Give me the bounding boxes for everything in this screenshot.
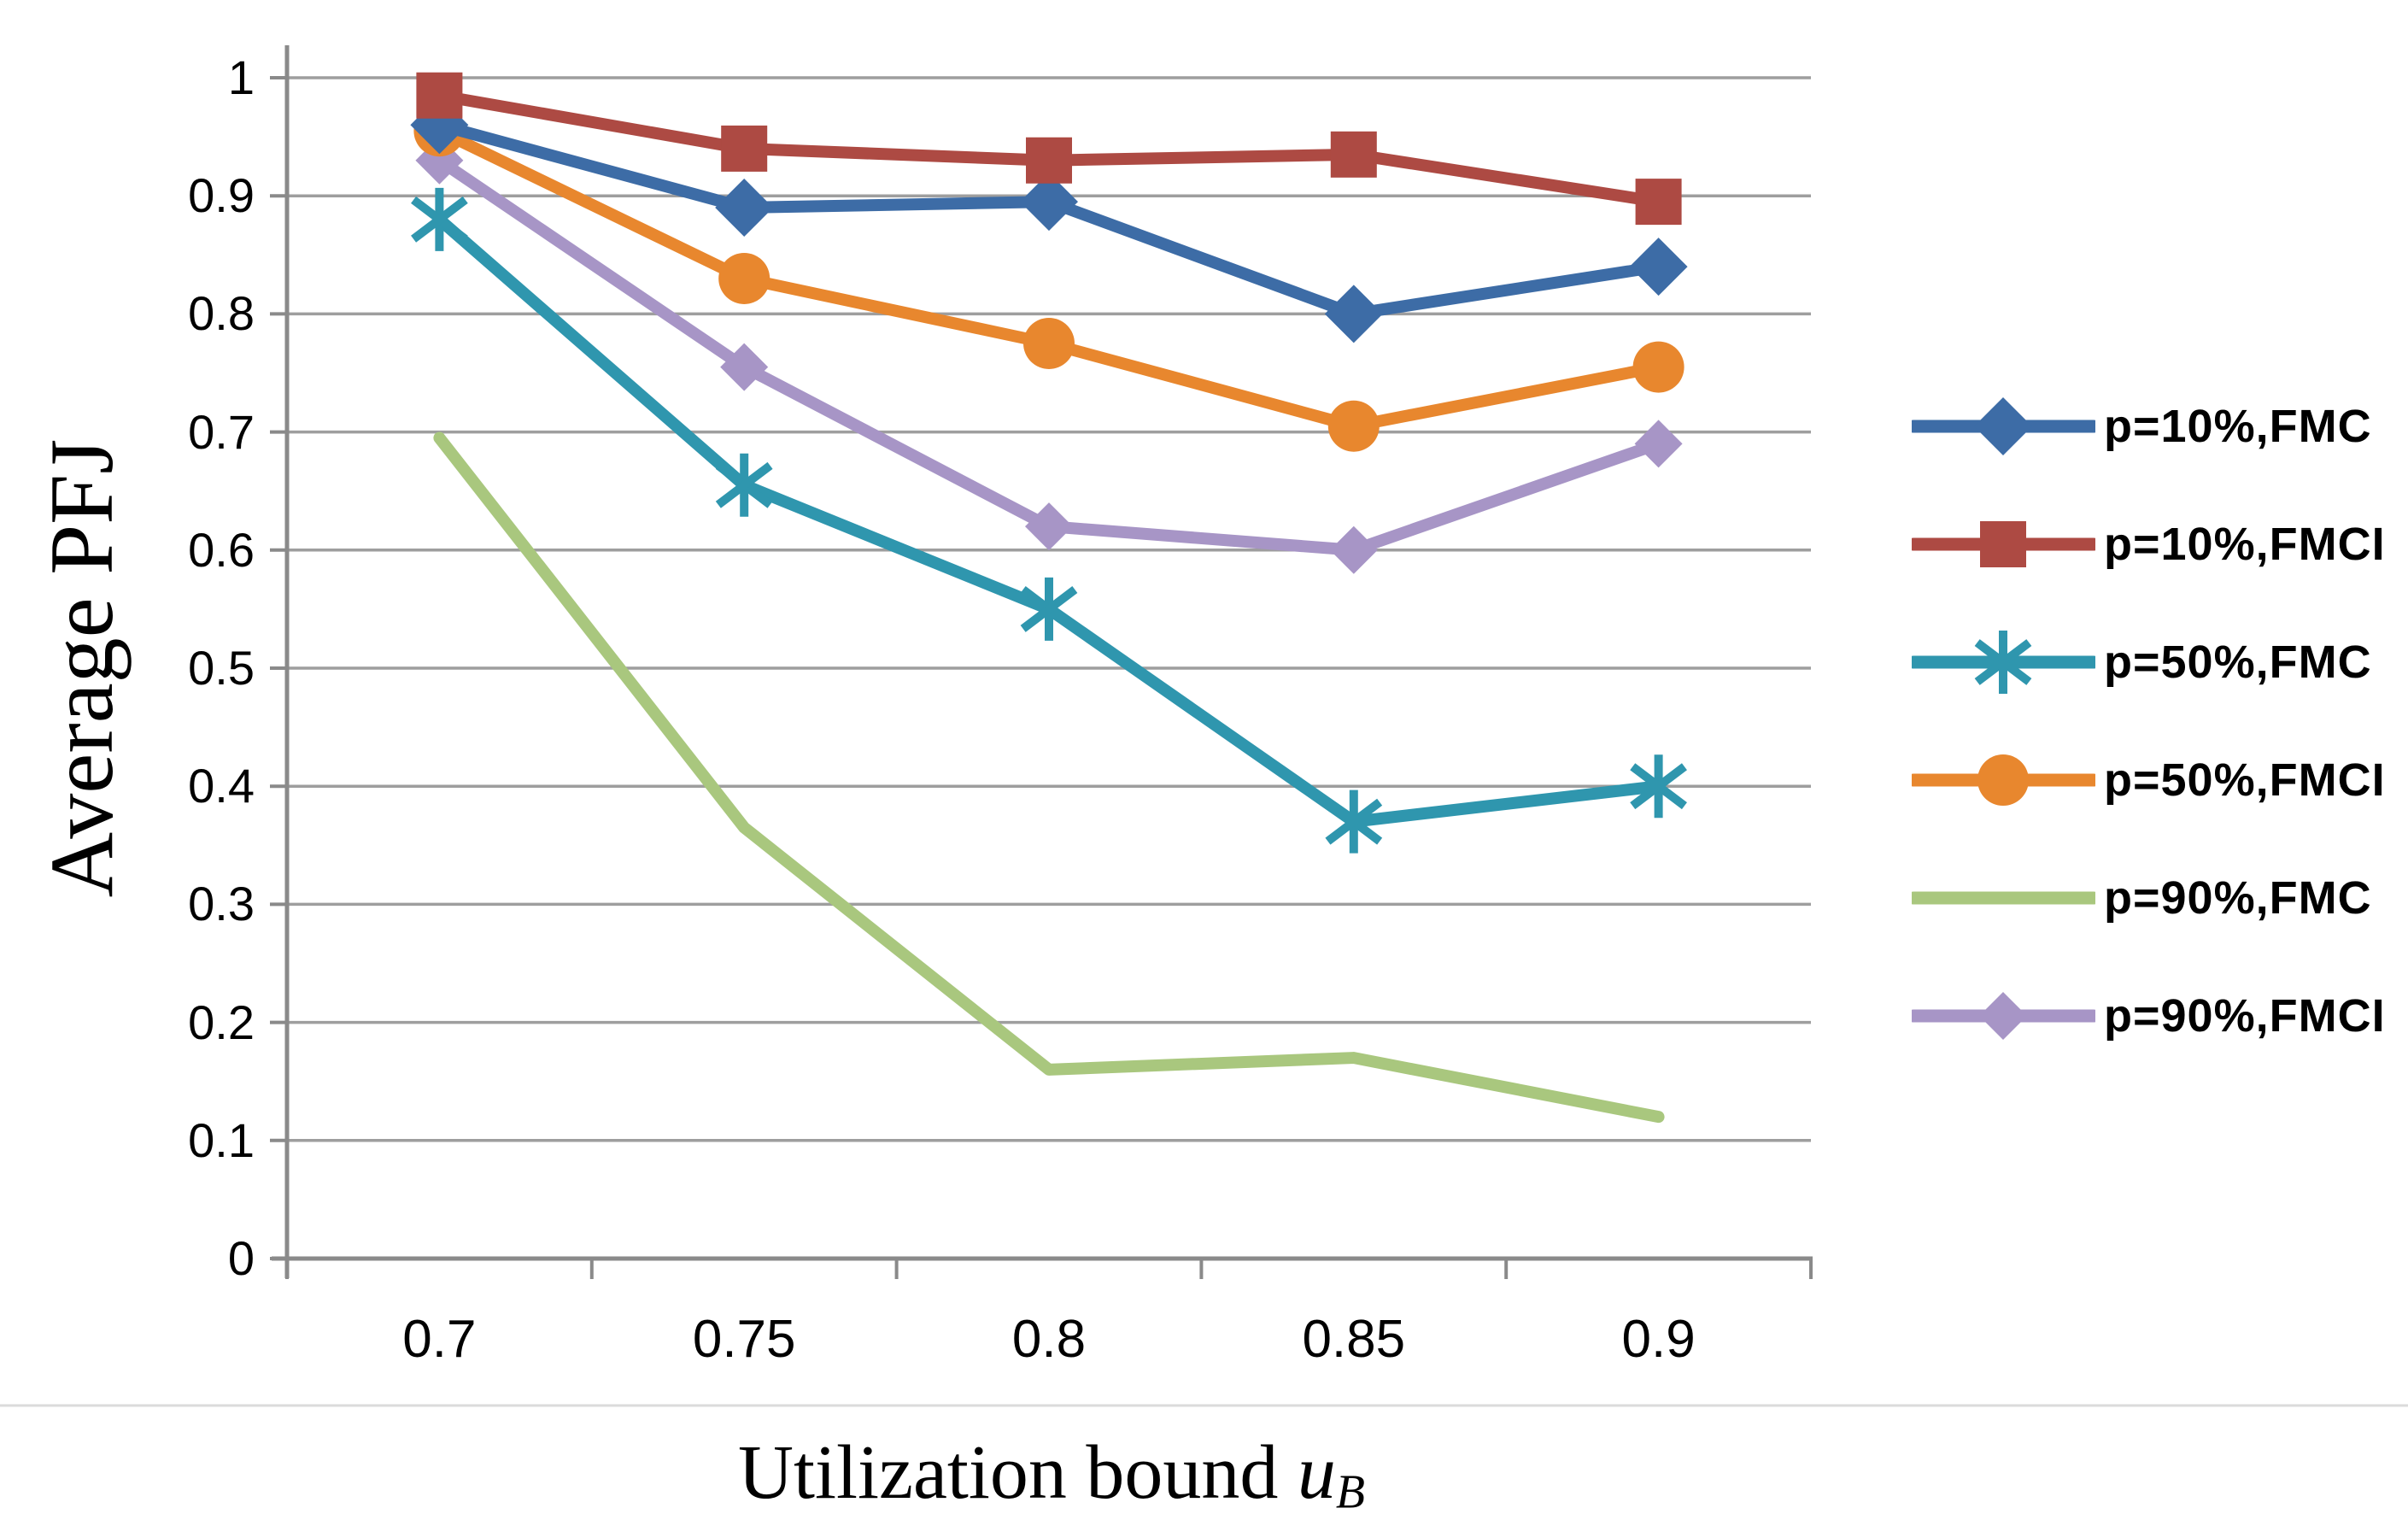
asterisk-marker (1325, 798, 1383, 845)
legend-item: p=10%,FMC (1912, 367, 2386, 485)
diamond-marker (715, 179, 774, 238)
legend-item-label: p=90%,FMCI (2104, 990, 2386, 1042)
diamond-marker (1979, 992, 2027, 1040)
legend-item: p=90%,FMC (1912, 839, 2386, 957)
legend-item: p=90%,FMCI (1912, 957, 2386, 1075)
asterisk-marker (1630, 763, 1687, 810)
series-2 (411, 187, 1687, 854)
x-tick-label: 0.85 (1302, 1310, 1406, 1369)
series-1 (416, 72, 1682, 226)
square-marker (1635, 179, 1682, 226)
y-tick-label: 0.4 (188, 759, 255, 813)
legend-item-label: p=10%,FMC (2104, 401, 2372, 452)
legend-swatch (1912, 521, 2095, 567)
legend-item: p=10%,FMCI (1912, 485, 2386, 603)
diamond-marker (1974, 397, 2032, 455)
diamond-marker (1020, 173, 1078, 232)
y-tick-label: 0.6 (188, 522, 255, 577)
x-axis-title-variable: u (1297, 1430, 1336, 1515)
diamond-marker (1025, 502, 1073, 551)
y-tick-label: 0.7 (188, 404, 255, 459)
square-marker (721, 125, 768, 172)
y-tick-label: 0.1 (188, 1112, 255, 1167)
diamond-marker (1634, 420, 1683, 468)
square-marker (1026, 137, 1072, 184)
diamond-marker (1329, 525, 1378, 574)
y-tick-label: 0.3 (188, 877, 255, 931)
circle-marker (1632, 341, 1684, 393)
legend-swatch (1912, 631, 2095, 694)
square-marker (1980, 521, 2026, 567)
y-axis-title: Average PFJ (30, 439, 134, 898)
legend-swatch (1912, 754, 2095, 806)
legend-item-label: p=50%,FMCI (2104, 754, 2386, 806)
legend-swatch (1912, 397, 2095, 455)
square-marker (416, 72, 463, 119)
x-axis-title-subscript: B (1335, 1465, 1365, 1519)
legend-swatch (1912, 891, 2095, 905)
circle-marker (1977, 754, 2029, 806)
x-tick-label: 0.8 (1011, 1310, 1087, 1369)
y-tick-label: 0 (227, 1231, 255, 1285)
series-3 (413, 105, 1684, 452)
legend-item: p=50%,FMC (1912, 603, 2386, 721)
x-axis-title-text: Utilization bound (737, 1430, 1298, 1515)
legend-item-label: p=10%,FMCI (2104, 519, 2386, 570)
series-4 (433, 431, 1665, 1124)
circle-marker (718, 252, 770, 304)
y-tick-label: 0.9 (188, 168, 255, 223)
y-tick-label: 0.2 (188, 995, 255, 1049)
y-axis-title-text: Average PFJ (32, 438, 132, 898)
x-tick-label: 0.75 (692, 1310, 796, 1369)
square-marker (1330, 131, 1377, 178)
series-0 (410, 96, 1688, 343)
asterisk-marker (1974, 639, 2032, 685)
y-tick-label: 0.5 (188, 641, 255, 695)
chart-legend: p=10%,FMC p=10%,FMCI p=50%,FMC p=50%,FMCI p=… (1912, 367, 2386, 1075)
series-5 (415, 136, 1683, 574)
legend-item-label: p=90%,FMC (2104, 872, 2372, 924)
circle-marker (1023, 317, 1075, 369)
diamond-marker (1629, 238, 1688, 296)
asterisk-marker (1020, 585, 1078, 632)
series-line (433, 431, 1665, 1124)
axes (270, 45, 1813, 1279)
x-axis-title: Utilization bound uB (539, 1429, 1564, 1520)
diamond-marker (1324, 285, 1383, 343)
circle-marker (1327, 400, 1380, 452)
legend-item-label: p=50%,FMC (2104, 637, 2372, 688)
asterisk-marker (411, 196, 468, 243)
legend-item: p=50%,FMCI (1912, 721, 2386, 839)
y-tick-label: 0.8 (188, 286, 255, 341)
asterisk-marker (715, 461, 773, 508)
y-tick-label: 1 (227, 50, 255, 104)
x-tick-label: 0.9 (1621, 1310, 1696, 1369)
diamond-marker (720, 343, 769, 391)
x-tick-label: 0.7 (402, 1310, 477, 1369)
legend-swatch (1912, 992, 2095, 1040)
